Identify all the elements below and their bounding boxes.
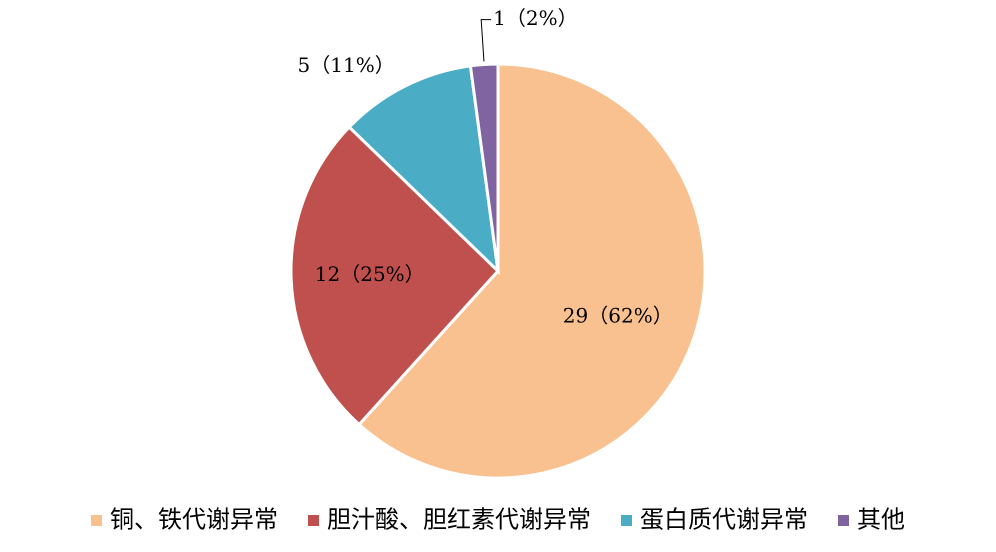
legend-label: 其他 — [857, 506, 905, 534]
data-label: 5（11%） — [298, 53, 395, 77]
leader-line — [480, 19, 492, 62]
pie-slice — [357, 62, 707, 480]
pie-slice — [289, 124, 501, 427]
legend-swatch — [308, 515, 319, 526]
data-label: 1（2%） — [493, 6, 577, 30]
legend-label: 蛋白质代谢异常 — [640, 506, 808, 534]
legend-swatch — [91, 515, 102, 526]
data-label: 12（25%） — [315, 262, 425, 286]
pie-slice — [347, 64, 501, 276]
pie-slice — [468, 62, 500, 272]
legend-label: 胆汁酸、胆红素代谢异常 — [327, 506, 591, 534]
legend-label: 铜、铁代谢异常 — [110, 506, 278, 534]
data-label: 29（62%） — [563, 304, 673, 328]
legend-swatch — [838, 515, 849, 526]
legend-swatch — [621, 515, 632, 526]
